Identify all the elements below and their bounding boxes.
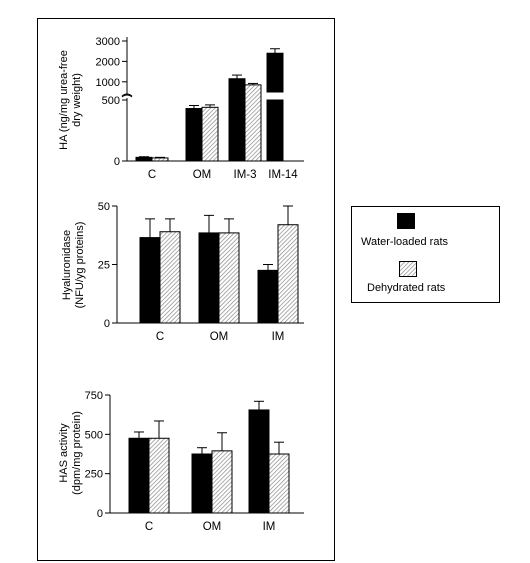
y-axis-label-line: HAS activity xyxy=(58,423,70,483)
bar-dehydrated-rats-im xyxy=(268,453,290,514)
bar-dehydrated-rats-c xyxy=(151,157,169,162)
y-tick-label: 500 xyxy=(85,429,103,441)
y-axis-label: HAS activity(dpm/mg protein) xyxy=(58,411,83,495)
y-axis-label-line: Hyaluronidase xyxy=(61,230,73,300)
y-tick-label: 3000 xyxy=(96,36,120,48)
legend: Water-loaded rats Dehydrated rats xyxy=(351,206,500,303)
bar-water-loaded-rats-c xyxy=(128,437,150,514)
y-tick-label: 0 xyxy=(97,508,103,520)
legend-box xyxy=(351,206,500,303)
legend-swatch-dehydrated xyxy=(399,261,417,277)
legend-label-dehydrated: Dehydrated rats xyxy=(367,282,446,294)
bar-water-loaded-rats-c xyxy=(135,156,153,162)
x-tick-label: C xyxy=(145,521,153,533)
y-tick-label: 50 xyxy=(98,201,110,213)
x-tick-label: C xyxy=(148,169,156,181)
bar-dehydrated-rats-om xyxy=(211,450,233,514)
y-tick-label: 2000 xyxy=(96,56,120,68)
y-axis-label: HA (ng/mg urea-freedry weight) xyxy=(58,50,83,150)
bar-dehydrated-rats-c xyxy=(159,231,181,324)
x-tick-label: IM xyxy=(272,331,285,343)
y-tick-label: 25 xyxy=(98,260,110,272)
bar-water-loaded-rats-c xyxy=(139,237,161,324)
y-axis-label-line: (dpm/mg protein) xyxy=(71,411,83,495)
bar-dehydrated-rats-im xyxy=(277,224,299,324)
x-tick-label: IM-14 xyxy=(268,169,298,181)
chart-hyaluronidase: 0 25 50 C OM IM Hyaluronidase(NFU/yg proteins) xyxy=(61,201,304,343)
x-tick-label: OM xyxy=(193,169,212,181)
y-axis-label-line: HA (ng/mg urea-free xyxy=(58,50,70,150)
bar-dehydrated-rats-c xyxy=(148,437,170,514)
bar-water-loaded-rats-im xyxy=(248,409,270,514)
legend-swatch-water-loaded xyxy=(397,213,415,229)
bar-water-loaded-rats-om xyxy=(191,453,213,514)
y-tick-label: 500 xyxy=(102,95,120,107)
bar-water-loaded-rats-im-3 xyxy=(228,78,246,162)
x-tick-label: OM xyxy=(210,331,229,343)
x-tick-label: IM xyxy=(263,521,276,533)
bar-dehydrated-rats-om xyxy=(218,232,240,324)
y-axis-label-line: (NFU/yg proteins) xyxy=(74,222,86,309)
y-axis-label: Hyaluronidase(NFU/yg proteins) xyxy=(61,222,86,309)
y-tick-label: 250 xyxy=(85,469,103,481)
bar-break-gap xyxy=(266,92,300,100)
y-tick-label: 0 xyxy=(114,156,120,168)
y-axis-label-line: dry weight) xyxy=(71,73,83,127)
axis-break-mark xyxy=(121,93,133,97)
chart-has-activity: 0 250 500 750 C OM IM HAS activity(dpm/mg prote… xyxy=(58,390,304,533)
bar-water-loaded-rats-im-14 xyxy=(266,52,284,162)
bar-dehydrated-rats-om xyxy=(201,106,219,162)
legend-label-water-loaded: Water-loaded rats xyxy=(361,236,449,248)
bar-water-loaded-rats-om xyxy=(198,232,220,324)
bar-water-loaded-rats-om xyxy=(185,108,203,162)
x-tick-label: C xyxy=(156,331,164,343)
y-tick-label: 750 xyxy=(85,390,103,402)
axis-break-mark xyxy=(121,94,133,98)
x-tick-label: IM-3 xyxy=(234,169,257,181)
figure-frame xyxy=(37,18,335,561)
x-tick-label: OM xyxy=(203,521,222,533)
bar-dehydrated-rats-im-3 xyxy=(244,84,262,162)
y-tick-label: 0 xyxy=(104,318,110,330)
chart-ha: 0 500 1000 2000 3000 C OM IM-3 IM-14 HA (ng/mg ur… xyxy=(58,36,304,181)
y-tick-label: 1000 xyxy=(96,77,120,89)
bar-water-loaded-rats-im xyxy=(257,269,279,324)
